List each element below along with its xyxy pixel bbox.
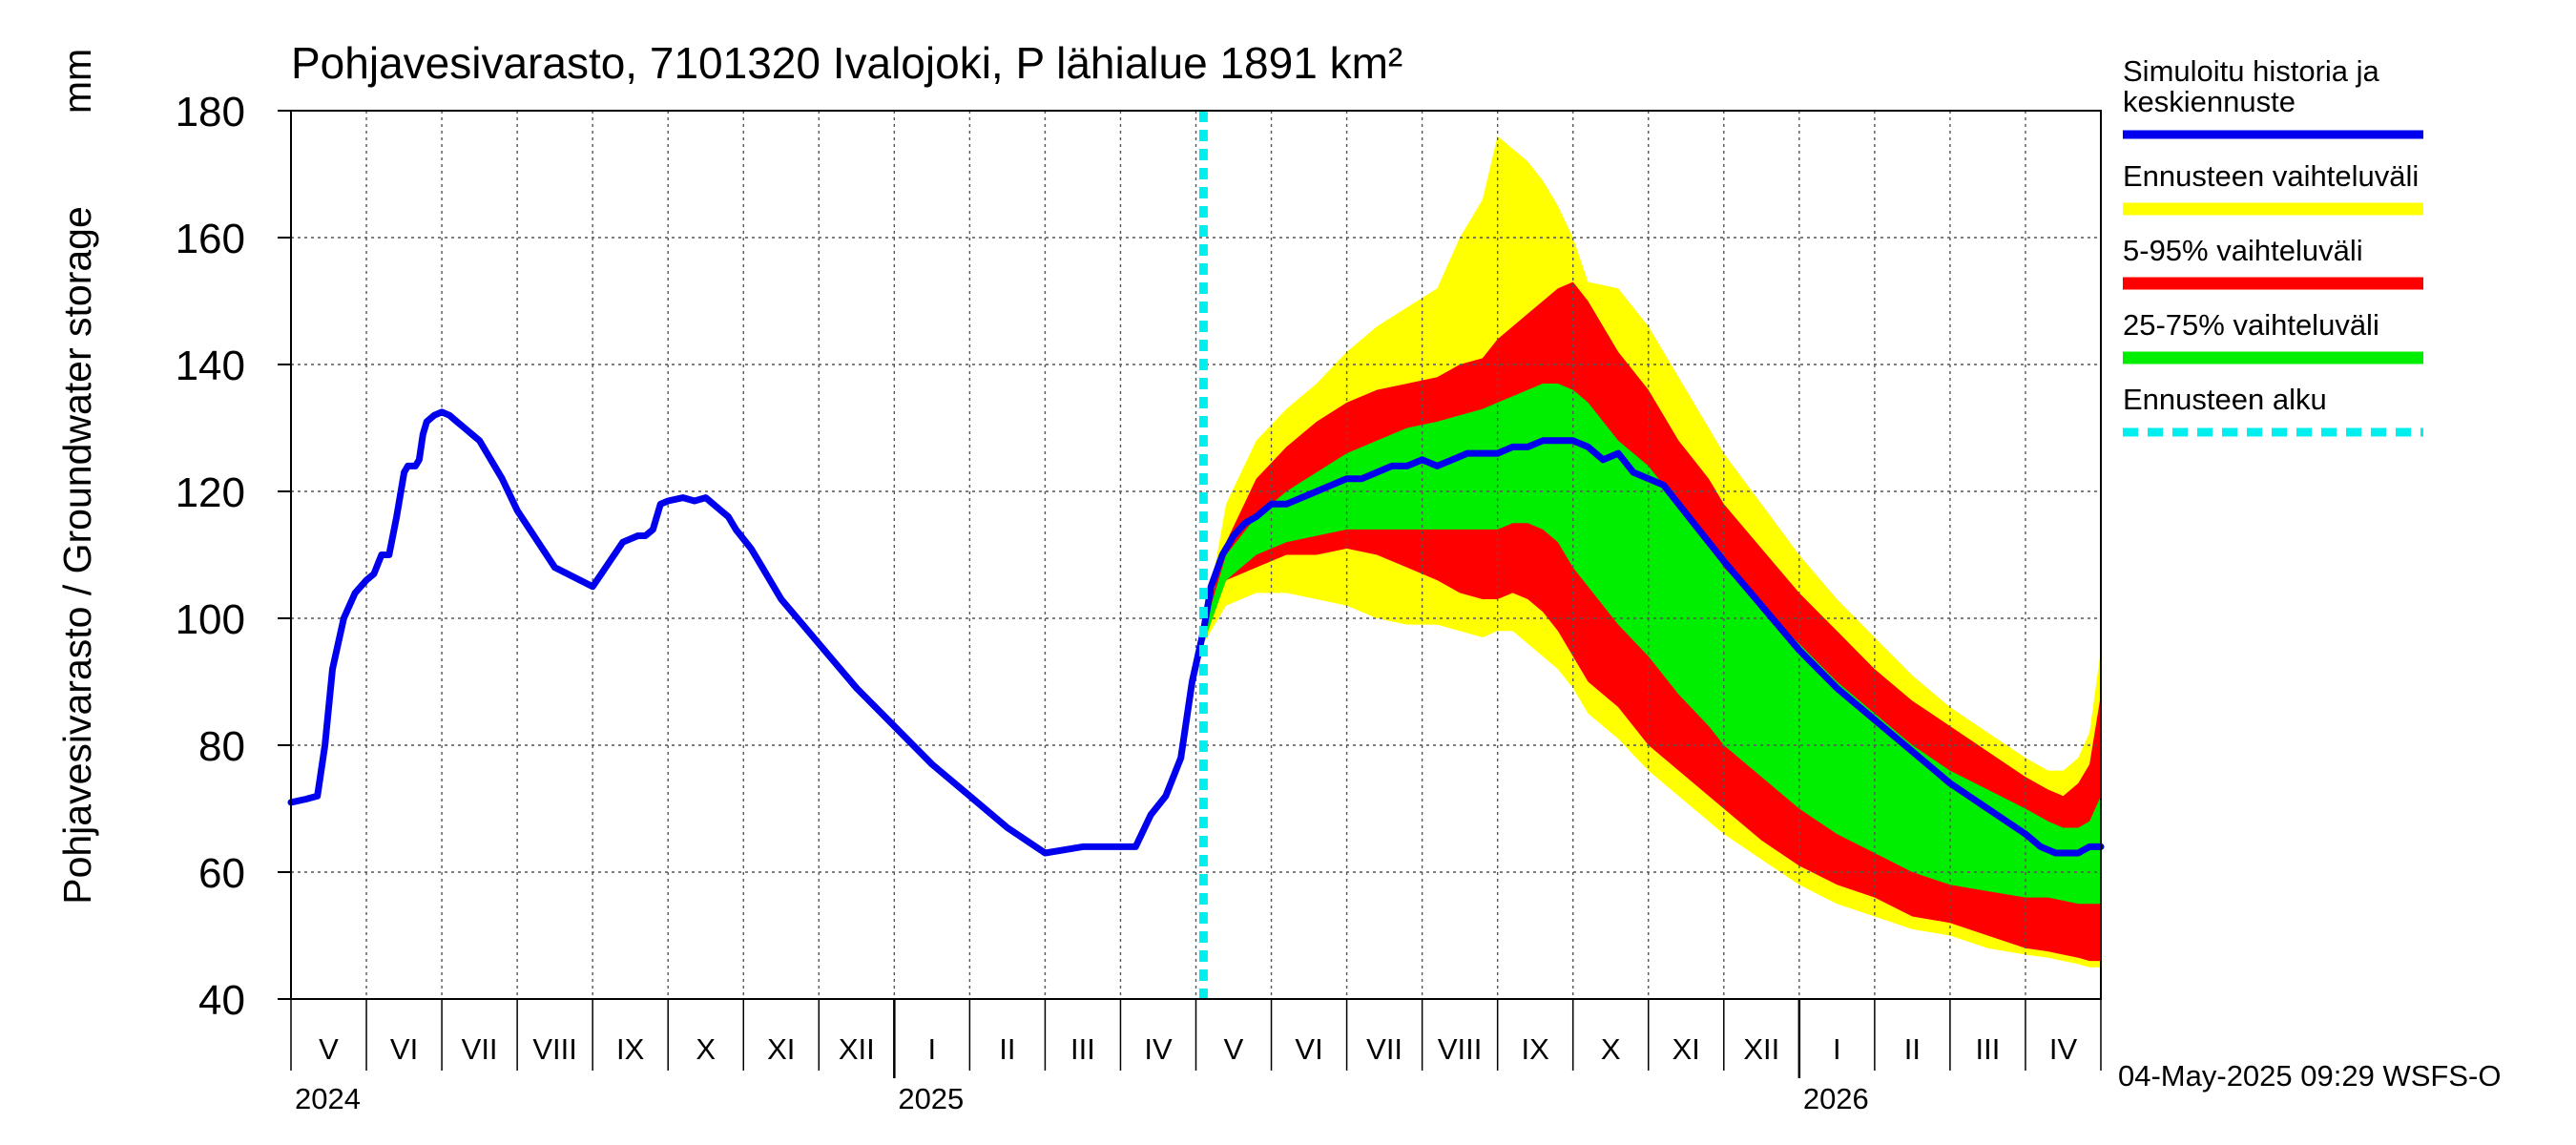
y-axis-unit: mm xyxy=(55,49,99,114)
month-label: V xyxy=(319,1032,339,1066)
month-label: I xyxy=(1833,1032,1841,1066)
month-label: II xyxy=(999,1032,1015,1066)
year-label: 2026 xyxy=(1803,1082,1869,1115)
y-tick-label: 100 xyxy=(176,596,245,643)
month-label: XII xyxy=(839,1032,875,1066)
month-label: V xyxy=(1224,1032,1244,1066)
year-label: 2025 xyxy=(898,1082,964,1115)
month-label: IX xyxy=(616,1032,645,1066)
month-label: III xyxy=(1976,1032,2001,1066)
y-tick-label: 140 xyxy=(176,343,245,389)
month-label: XI xyxy=(767,1032,795,1066)
gridlines xyxy=(291,111,2101,999)
y-tick-label: 120 xyxy=(176,469,245,516)
year-label: 2024 xyxy=(295,1082,361,1115)
band-25-75-area xyxy=(1203,384,2101,905)
month-label: VII xyxy=(462,1032,498,1066)
month-label: III xyxy=(1070,1032,1095,1066)
month-label: VI xyxy=(390,1032,418,1066)
month-label: VIII xyxy=(1438,1032,1483,1066)
plot-area xyxy=(287,110,2105,1000)
month-label: VIII xyxy=(532,1032,577,1066)
month-label: I xyxy=(928,1032,937,1066)
band-25-75 xyxy=(1203,384,2101,905)
legend-label-forecast-start: Ennusteen alku xyxy=(2123,383,2327,416)
month-label: IV xyxy=(1144,1032,1173,1066)
y-tick-label: 40 xyxy=(198,977,245,1024)
timestamp: 04-May-2025 09:29 WSFS-O xyxy=(2118,1059,2501,1093)
month-label: II xyxy=(1904,1032,1921,1066)
legend: Simuloitu historia ja keskiennuste Ennus… xyxy=(2123,54,2423,437)
y-tick-label: 60 xyxy=(198,850,245,897)
legend-label-range-50: 25-75% vaihteluväli xyxy=(2123,308,2379,342)
month-label: IX xyxy=(1522,1032,1550,1066)
y-axis-label: Pohjavesivarasto / Groundwater storage xyxy=(55,206,99,905)
month-label: X xyxy=(1601,1032,1621,1066)
month-label: XI xyxy=(1672,1032,1700,1066)
legend-label-history-line2: keskiennuste xyxy=(2123,85,2296,118)
y-tick-label: 180 xyxy=(176,89,245,135)
y-axis: 40 60 80 100 120 140 160 180 xyxy=(176,89,291,1024)
legend-label-range-full: Ennusteen vaihteluväli xyxy=(2123,159,2419,193)
month-label: X xyxy=(696,1032,716,1066)
month-label: VI xyxy=(1295,1032,1322,1066)
history-line xyxy=(287,408,2105,857)
legend-label-history-line1: Simuloitu historia ja xyxy=(2123,54,2380,88)
month-label: VII xyxy=(1366,1032,1402,1066)
month-label: XII xyxy=(1743,1032,1779,1066)
history-series xyxy=(287,408,2105,857)
legend-label-range-90: 5-95% vaihteluväli xyxy=(2123,234,2363,267)
y-tick-label: 80 xyxy=(198,723,245,770)
month-label: IV xyxy=(2049,1032,2078,1066)
chart-title: Pohjavesivarasto, 7101320 Ivalojoki, P l… xyxy=(291,38,1402,88)
y-tick-label: 160 xyxy=(176,216,245,262)
x-axis: V VI VII VIII IX X XI XII I II III IV V VI VII VIII IX X X… xyxy=(290,999,2102,1115)
